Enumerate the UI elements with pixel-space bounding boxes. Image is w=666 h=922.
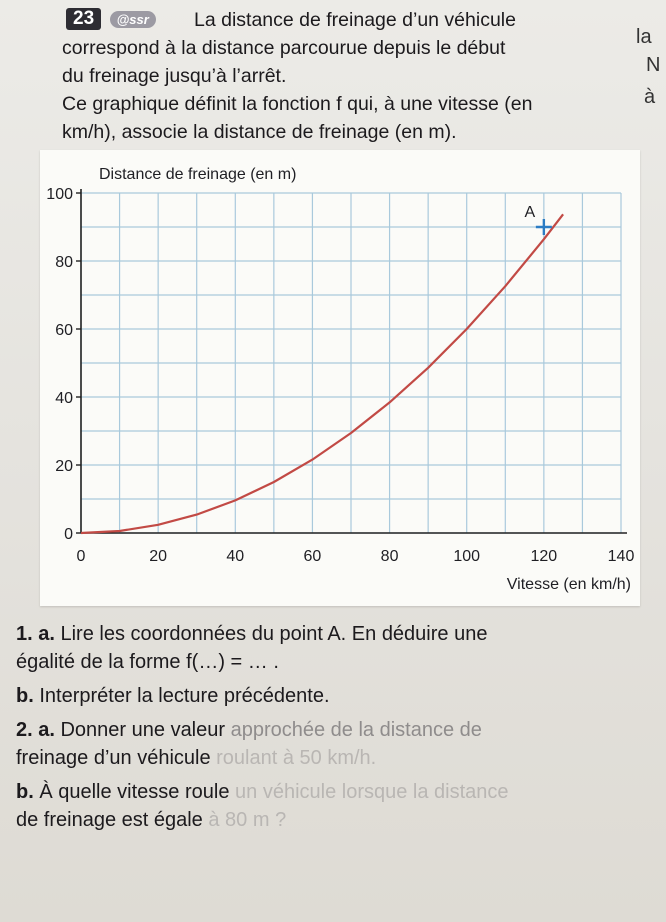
x-tick-label: 140 [608, 548, 635, 565]
intro-line-1: La distance de freinage d’un véhicule [194, 9, 516, 31]
exercise-header: 23 @ssr [66, 8, 156, 30]
intro-line-2: correspond à la distance parcourue depui… [62, 37, 506, 59]
x-tick-label: 40 [226, 548, 244, 565]
margin-fragment-3: à [644, 86, 656, 108]
braking-curve [80, 213, 564, 535]
y-tick-label: 100 [46, 186, 73, 203]
x-tick-label: 100 [453, 548, 480, 565]
y-axis-title: Distance de freinage (en m) [99, 166, 296, 183]
question-1a: 1. a. Lire les coordonnées du point A. E… [16, 623, 488, 673]
intro-line-4: Ce graphique définit la fonction f qui, … [62, 93, 533, 115]
x-tick-label: 80 [381, 548, 399, 565]
margin-fragment-1: la [636, 26, 652, 48]
chart-card: 0 20 40 60 80 100 0 20 40 60 80 100 120 140 Distance d… [40, 150, 640, 606]
y-tick-label: 0 [64, 526, 73, 543]
y-tick-label: 20 [55, 458, 73, 475]
margin-fragment-2: N [646, 54, 661, 76]
y-tick-label: 40 [55, 390, 73, 407]
intro-line-3: du freinage jusqu’à l’arrêt. [62, 65, 287, 87]
question-1b: b. Interpréter la lecture précédente. [16, 685, 330, 707]
braking-distance-chart: 0 20 40 60 80 100 0 20 40 60 80 100 120 140 Distance d… [46, 166, 635, 593]
logo-icon: @ssr [109, 10, 156, 28]
x-tick-label: 20 [149, 548, 167, 565]
y-tick-label: 80 [55, 254, 73, 271]
x-tick-label: 60 [304, 548, 322, 565]
intro-line-5: km/h), associe la distance de freinage (… [62, 121, 457, 143]
x-axis-title: Vitesse (en km/h) [507, 576, 631, 593]
questions: 1. a. Lire les coordonnées du point A. E… [16, 620, 656, 840]
x-tick-label: 0 [77, 548, 86, 565]
question-2a: 2. a. Donner une valeur approchée de la … [16, 719, 482, 769]
x-tick-label: 120 [531, 548, 558, 565]
point-a-label: A [525, 204, 536, 221]
exercise-intro: La distance de freinage d’un véhicule co… [62, 6, 622, 146]
question-2b: b. À quelle vitesse roule un véhicule lo… [16, 781, 509, 831]
y-tick-label: 60 [55, 322, 73, 339]
exercise-number: 23 [66, 8, 102, 30]
